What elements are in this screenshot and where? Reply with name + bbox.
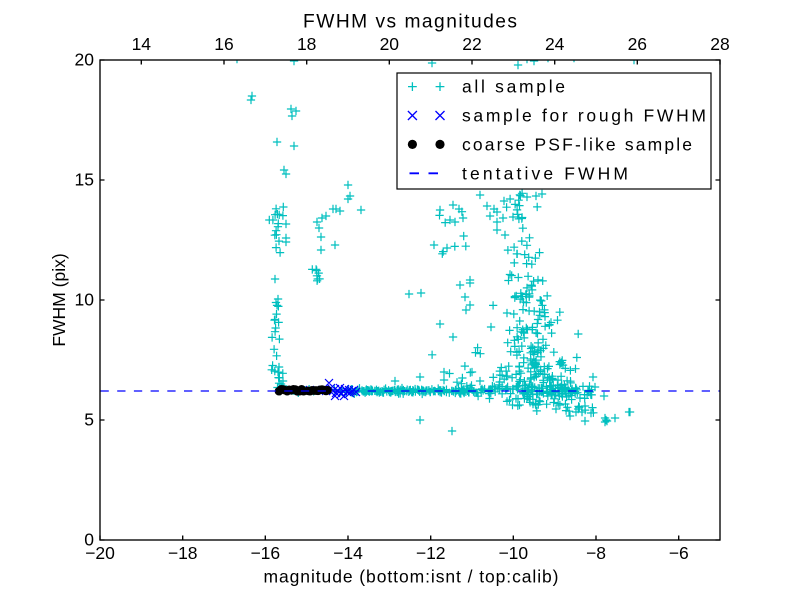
svg-text:coarse PSF-like sample: coarse PSF-like sample (462, 134, 692, 154)
svg-text:all sample: all sample (462, 77, 565, 97)
svg-text:5: 5 (84, 409, 94, 429)
svg-text:tentative FWHM: tentative FWHM (462, 163, 628, 183)
svg-text:−6: −6 (669, 543, 689, 563)
svg-text:10: 10 (75, 289, 95, 309)
svg-text:magnitude (bottom:isnt / top:c: magnitude (bottom:isnt / top:calib) (264, 567, 559, 587)
svg-text:16: 16 (214, 34, 233, 54)
svg-text:−16: −16 (250, 543, 280, 563)
svg-text:−20: −20 (85, 543, 115, 563)
svg-text:FWHM (pix): FWHM (pix) (49, 253, 69, 346)
svg-text:22: 22 (462, 34, 481, 54)
svg-text:18: 18 (297, 34, 316, 54)
svg-text:20: 20 (380, 34, 400, 54)
svg-text:28: 28 (710, 34, 729, 54)
svg-text:−10: −10 (498, 543, 528, 563)
svg-text:−12: −12 (416, 543, 446, 563)
svg-text:15: 15 (75, 169, 94, 189)
svg-text:24: 24 (545, 34, 565, 54)
svg-text:14: 14 (132, 34, 152, 54)
svg-text:FWHM vs magnitudes: FWHM vs magnitudes (303, 12, 517, 33)
svg-text:−18: −18 (168, 543, 198, 563)
svg-text:26: 26 (628, 34, 647, 54)
svg-text:20: 20 (75, 49, 95, 69)
svg-text:0: 0 (84, 529, 94, 549)
svg-text:−14: −14 (333, 543, 363, 563)
svg-text:−8: −8 (586, 543, 606, 563)
